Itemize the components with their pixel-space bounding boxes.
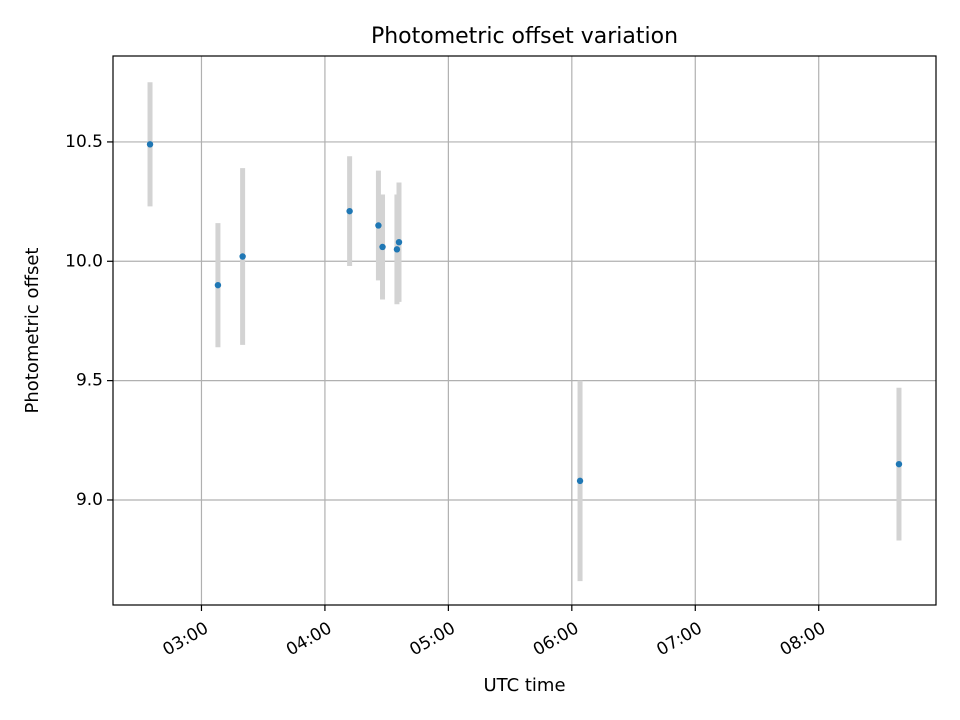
y-axis-ticks: 9.0 9.5 10.0 10.5 — [65, 132, 113, 510]
data-point — [393, 246, 401, 253]
y-tick-label: 9.0 — [76, 490, 103, 510]
data-point — [239, 253, 246, 260]
y-tick-label: 10.5 — [65, 132, 103, 152]
data-point — [375, 222, 382, 229]
chart-title: Photometric offset variation — [371, 24, 678, 49]
y-tick-label: 10.0 — [65, 251, 103, 271]
plot-frame — [112, 55, 937, 606]
data-point — [379, 243, 386, 251]
data-point — [146, 141, 154, 148]
data-points — [146, 141, 903, 485]
data-point — [895, 460, 903, 468]
y-axis-label: Photometric offset — [22, 248, 43, 414]
grid — [113, 56, 936, 605]
data-point — [214, 281, 222, 289]
data-point — [576, 477, 584, 485]
x-axis-label: UTC time — [483, 675, 565, 696]
y-tick-label: 9.5 — [76, 371, 103, 391]
data-point — [346, 207, 353, 215]
data-point — [395, 238, 403, 246]
